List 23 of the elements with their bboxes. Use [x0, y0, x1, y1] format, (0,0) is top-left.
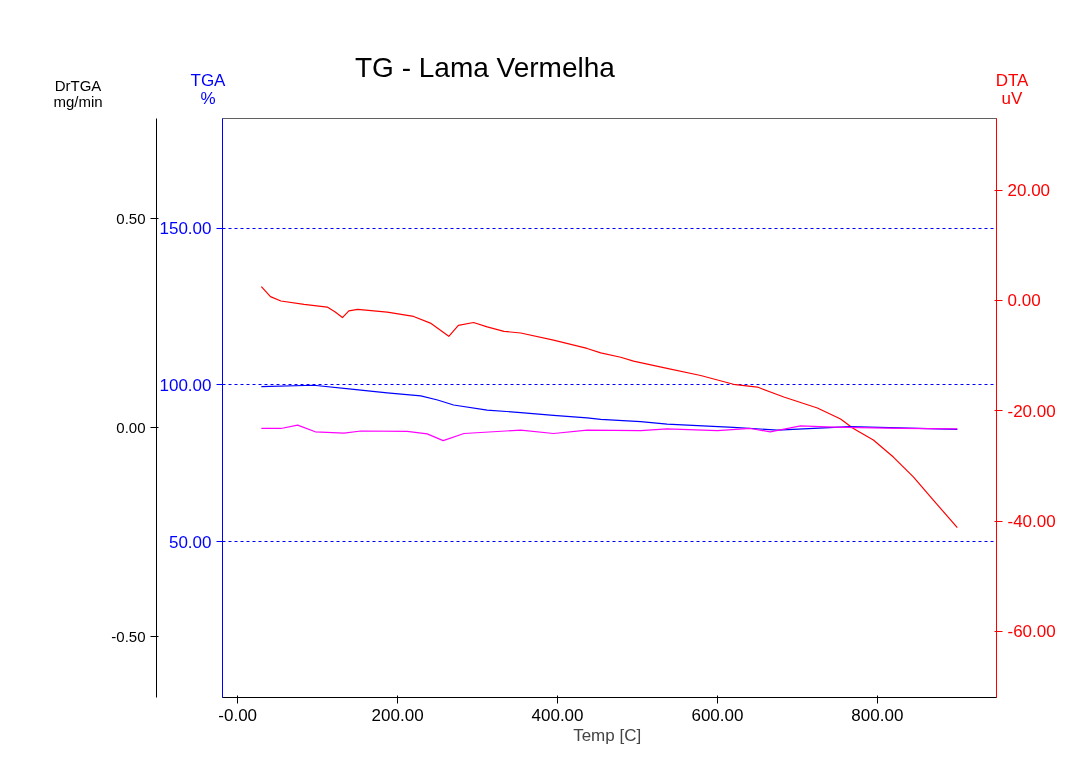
y3-tick-label: 0.50 — [116, 209, 146, 227]
line-series — [260, 424, 958, 442]
x-tick-label: -0.00 — [218, 705, 258, 725]
y2-tick-label: 20.00 — [1007, 181, 1051, 201]
y2-tick-label: -40.00 — [1007, 512, 1056, 532]
y2-tick-label: -20.00 — [1007, 401, 1056, 421]
x-tick-label: 600.00 — [691, 705, 744, 725]
x-tick-label: 800.00 — [851, 705, 904, 725]
y-tick-label: 100.00 — [159, 375, 212, 395]
y2-axis-title: DTA uV — [994, 71, 1030, 108]
line-series — [260, 286, 958, 529]
y-tick-label: 50.00 — [168, 532, 212, 552]
y3-tick-label: 0.00 — [116, 418, 146, 436]
y2-tick-label: 0.00 — [1007, 291, 1041, 311]
y2-tick-label: -60.00 — [1007, 622, 1056, 642]
y-tick-label: 150.00 — [159, 219, 212, 239]
x-tick-label: 400.00 — [531, 705, 584, 725]
x-axis-title: Temp [C] — [573, 725, 642, 745]
chart-title: TG - Lama Vermelha — [355, 51, 615, 85]
y3-axis-title: DrTGA mg/min — [52, 77, 104, 110]
y-axis-title: TGA % — [189, 71, 227, 108]
x-tick-label: 200.00 — [371, 705, 424, 725]
y3-tick-label: -0.50 — [111, 627, 146, 645]
